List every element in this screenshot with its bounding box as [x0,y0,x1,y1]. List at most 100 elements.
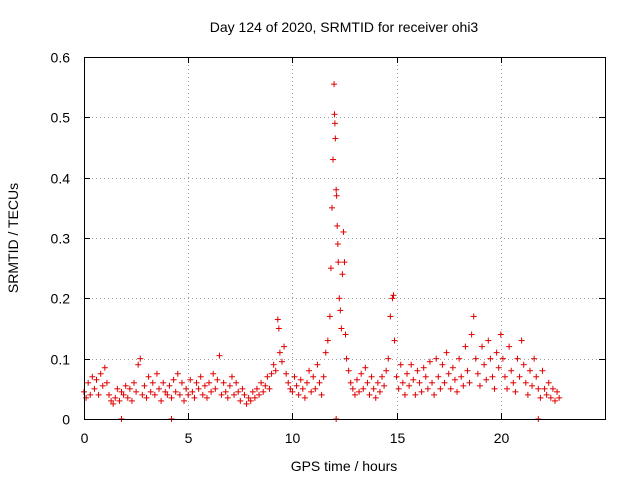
data-point [493,349,500,356]
y-tick-label: 0 [62,412,70,428]
data-point [295,391,302,398]
data-point [181,397,188,404]
data-point [330,156,337,163]
data-point [520,361,527,368]
data-point [516,373,523,380]
data-point [358,370,365,377]
data-point [216,352,223,359]
data-point [510,379,517,386]
data-point [362,364,369,371]
data-point [183,385,190,392]
data-point [535,385,542,392]
data-point [518,337,525,344]
data-point [390,292,397,299]
data-point [95,391,102,398]
data-point [495,364,502,371]
data-point [312,385,319,392]
data-point [489,373,496,380]
data-point [549,385,556,392]
data-point [281,343,288,350]
data-point [97,370,104,377]
data-point [266,385,273,392]
y-axis-label: SRMTID / TECUs [5,183,21,293]
data-point [222,388,229,395]
data-point [472,355,479,362]
y-tick-label: 0.5 [51,110,71,126]
data-point [103,379,110,386]
data-point [133,388,140,395]
data-point [141,382,148,389]
data-points [81,81,563,422]
data-point [554,388,561,395]
data-point [466,379,473,386]
data-point [356,388,363,395]
data-point [99,382,106,389]
data-point [210,370,217,377]
data-point [320,373,327,380]
data-point [331,81,338,88]
data-point [174,370,181,377]
chart-title: Day 124 of 2020, SRMTID for receiver ohi… [210,19,479,35]
data-point [131,379,138,386]
data-point [412,391,419,398]
data-point [476,382,483,389]
grid [84,57,605,419]
data-point [526,367,533,374]
data-point [172,388,179,395]
data-point [483,376,490,383]
data-point [206,379,213,386]
data-point [456,355,463,362]
data-point [366,391,373,398]
data-point [327,265,334,272]
x-tick-label: 5 [185,430,193,446]
data-point [158,397,165,404]
data-point [406,382,413,389]
data-point [462,343,469,350]
data-point [299,385,306,392]
data-point [170,376,177,383]
data-point [420,364,427,371]
data-point [514,355,521,362]
data-point [162,388,169,395]
data-point [506,343,513,350]
data-point [341,259,348,266]
data-point [376,388,383,395]
data-point [191,394,198,401]
data-point [504,385,511,392]
data-point [145,373,152,380]
data-point [541,385,548,392]
data-point [87,391,94,398]
data-point [347,379,354,386]
data-point [108,397,115,404]
data-point [383,367,390,374]
data-point [122,382,129,389]
data-point [332,135,339,142]
data-point [385,355,392,362]
y-tick-label: 0.1 [51,352,71,368]
data-point [338,325,345,332]
data-point [160,379,167,386]
data-point [458,373,465,380]
data-point [487,355,494,362]
data-point [414,367,421,374]
data-point [303,379,310,386]
data-point [499,355,506,362]
data-point [185,391,192,398]
data-point [241,391,248,398]
data-point [364,379,371,386]
data-point [368,373,375,380]
data-point [249,388,256,395]
data-point [293,382,300,389]
data-point [445,370,452,377]
data-point [435,373,442,380]
data-point [287,385,294,392]
data-point [497,331,504,338]
data-point [431,391,438,398]
data-point [316,379,323,386]
data-point [110,400,117,407]
data-point [224,394,231,401]
data-point [306,367,313,374]
data-point [214,376,221,383]
data-point [449,364,456,371]
data-point [443,349,450,356]
